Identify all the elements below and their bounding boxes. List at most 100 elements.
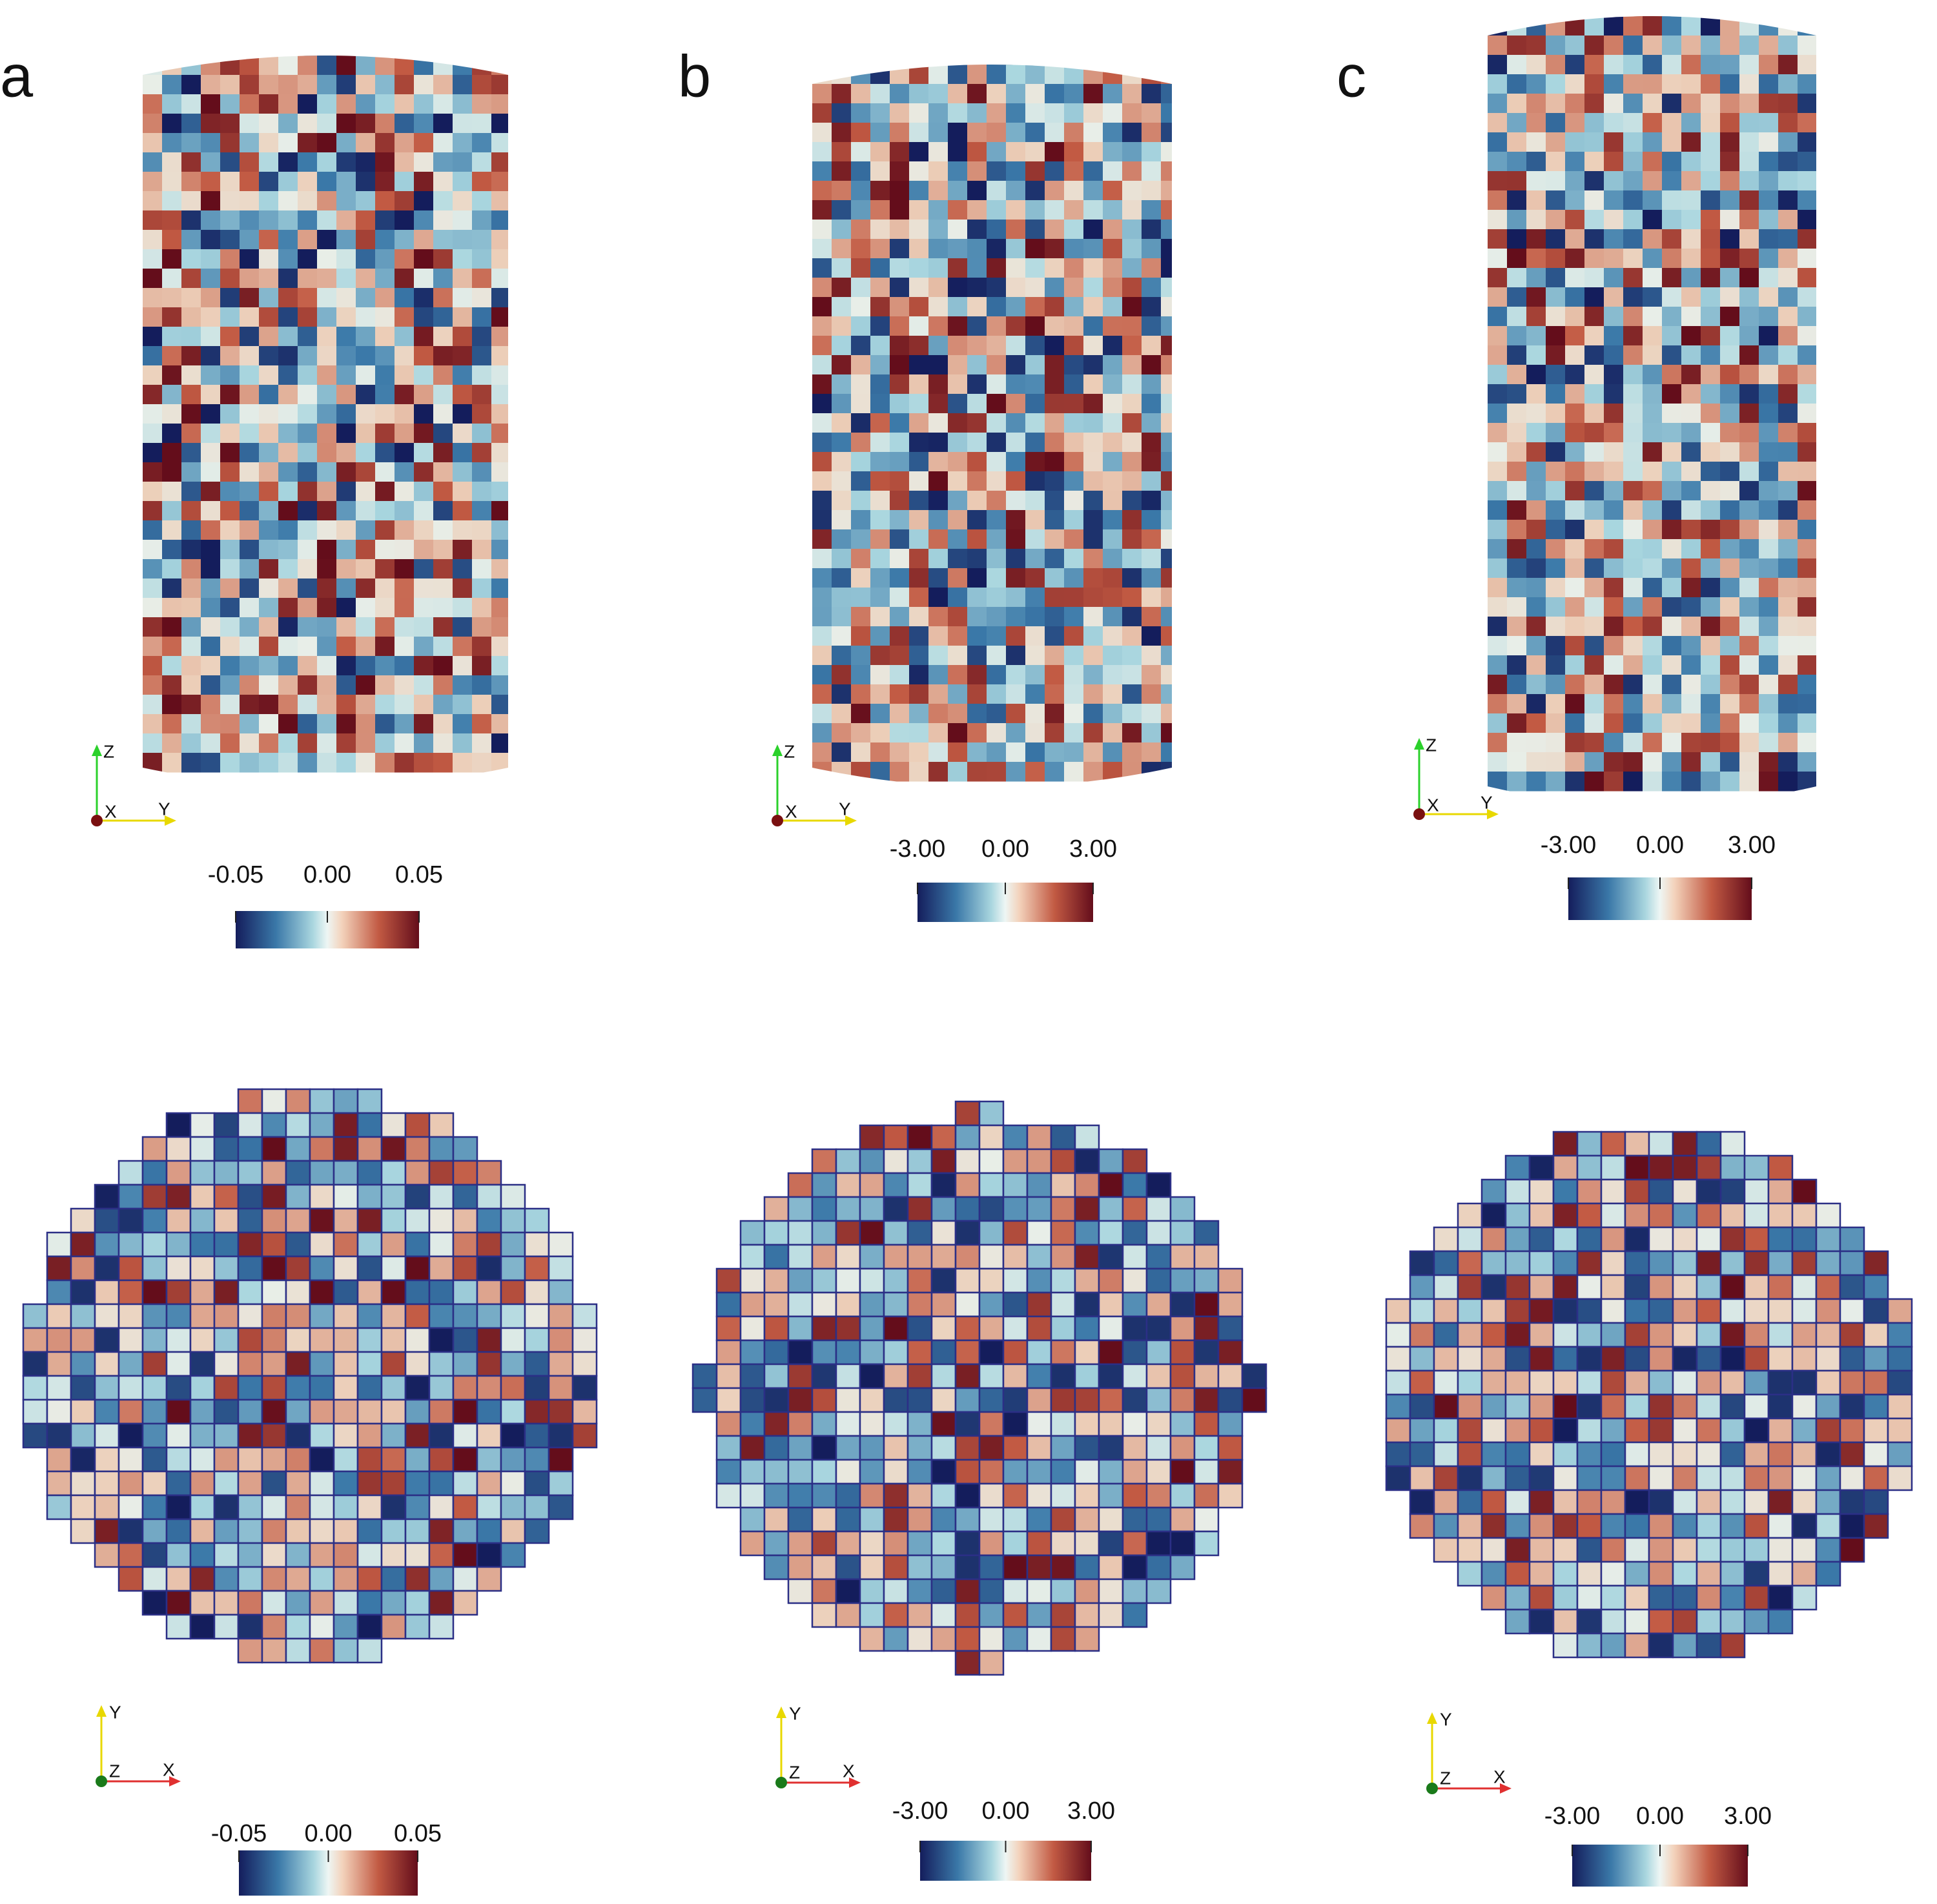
mesh-cell (336, 714, 356, 734)
mesh-cell (870, 65, 890, 85)
mesh-cell (1584, 384, 1604, 404)
mesh-cell (928, 588, 948, 608)
mesh-cell (1887, 1417, 1913, 1444)
mesh-cell (298, 656, 318, 676)
mesh-cell (787, 1387, 814, 1413)
mesh-cell (452, 1351, 478, 1377)
mesh-cell (1681, 636, 1701, 656)
mesh-cell (1026, 1148, 1052, 1174)
mesh-cell (1798, 365, 1816, 385)
mesh-cell (162, 656, 182, 676)
mesh-cell (380, 1375, 407, 1401)
mesh-cell (1739, 229, 1759, 249)
mesh-cell (1648, 1393, 1674, 1420)
mesh-cell (1623, 345, 1643, 365)
mesh-cell (165, 1613, 192, 1640)
mesh-cell (1739, 345, 1759, 365)
mesh-cell (1083, 762, 1103, 782)
mesh-cell (811, 1363, 837, 1389)
mesh-cell (259, 559, 279, 579)
mesh-cell (1098, 1291, 1124, 1318)
mesh-cell (1098, 1578, 1124, 1604)
mesh-cell (1064, 103, 1084, 123)
mesh-cell (1696, 1322, 1722, 1348)
mesh-cell (336, 327, 356, 347)
mesh-cell (237, 1303, 263, 1329)
mesh-cell (1681, 655, 1701, 675)
mesh-cell (414, 656, 434, 676)
mesh-cell (472, 385, 492, 405)
mesh-cell (404, 1351, 431, 1377)
mesh-cell (832, 239, 852, 259)
mesh-cell (1701, 539, 1721, 559)
mesh-cell (414, 578, 434, 599)
mesh-cell (333, 1112, 359, 1138)
mesh-cell (453, 249, 473, 269)
mesh-cell (835, 1506, 861, 1533)
mesh-cell (414, 230, 434, 250)
mesh-cell (453, 36, 473, 56)
mesh-cell (1584, 94, 1604, 114)
mesh-cell (1193, 1220, 1220, 1246)
mesh-cell (1145, 1172, 1172, 1198)
mesh-cell (890, 220, 910, 240)
mesh-cell (928, 607, 948, 627)
mesh-cell (1526, 16, 1546, 17)
mesh-cell (1481, 1561, 1507, 1587)
mesh-cell (220, 753, 240, 773)
mesh-cell (812, 336, 832, 356)
mesh-cell (930, 1220, 957, 1246)
mesh-cell (46, 1279, 72, 1305)
mesh-cell (356, 133, 376, 153)
mesh-cell (309, 1351, 335, 1377)
mesh-cell (201, 753, 221, 773)
mesh-cell (453, 424, 473, 444)
mesh-cell (1507, 307, 1527, 327)
mesh-cell (1025, 684, 1045, 704)
mesh-cell (851, 220, 871, 240)
mesh-cell (890, 239, 910, 259)
axis-label: Y (1440, 1709, 1452, 1729)
mesh-cell (220, 152, 240, 172)
mesh-cell (1433, 1393, 1459, 1420)
mesh-cell (356, 327, 376, 347)
mesh-cell (1739, 249, 1759, 269)
mesh-cell (883, 1148, 909, 1174)
mesh-cell (1681, 462, 1701, 482)
mesh-cell (356, 1303, 383, 1329)
mesh-cell (213, 1494, 240, 1520)
mesh-cell (1025, 123, 1045, 143)
mesh-cell (1701, 16, 1721, 36)
mesh-cell (548, 1351, 574, 1377)
mesh-cell (1681, 326, 1701, 346)
mesh-cell (1681, 210, 1701, 230)
axis-label: Y (1481, 792, 1493, 812)
mesh-cell (948, 491, 968, 511)
mesh-cell (1643, 617, 1663, 637)
mesh-cell (1662, 772, 1682, 792)
mesh-cell (433, 249, 453, 269)
mesh-cell (890, 161, 910, 181)
mesh-cell (162, 559, 182, 579)
mesh-cell (1045, 181, 1065, 201)
mesh-cell (201, 152, 221, 172)
mesh-cell (278, 365, 298, 385)
mesh-cell (1546, 733, 1566, 753)
mesh-cell (987, 626, 1007, 646)
mesh-cell (1701, 36, 1721, 56)
mesh-cell (1050, 1363, 1076, 1389)
mesh-cell (452, 1207, 478, 1234)
mesh-cell (1083, 161, 1103, 181)
mesh-cell (967, 355, 987, 375)
mesh-cell (395, 753, 415, 773)
mesh-cell (1026, 1411, 1052, 1437)
mesh-cell (165, 1446, 192, 1473)
mesh-cell (278, 114, 298, 134)
mesh-cell (1672, 1561, 1698, 1587)
mesh-cell (883, 1506, 909, 1533)
mesh-cell (1739, 481, 1759, 501)
mesh-cell (1887, 1298, 1913, 1324)
mesh-cell (1122, 103, 1142, 123)
mesh-cell (954, 1626, 981, 1652)
mesh-cell (930, 1506, 957, 1533)
